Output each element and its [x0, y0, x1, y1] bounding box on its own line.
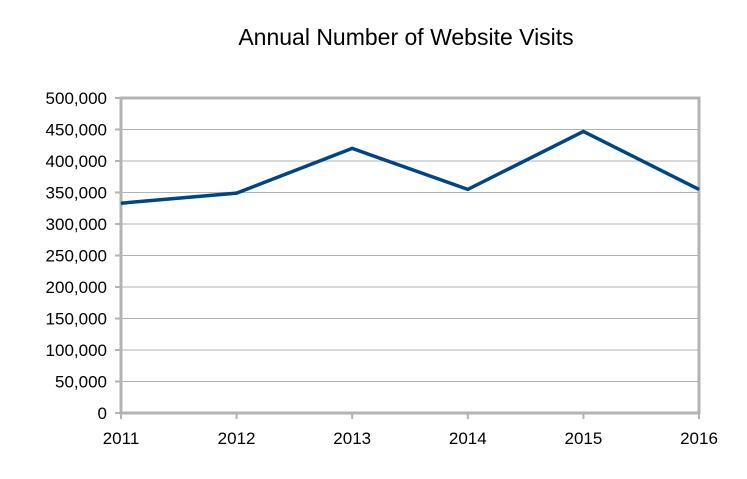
x-axis-ticks: 2011 2012 2013 2014 2015 2016: [103, 413, 718, 448]
x-tick-label: 2015: [564, 429, 602, 448]
y-tick-label: 450,000: [46, 121, 107, 140]
x-tick-label: 2016: [680, 429, 718, 448]
y-tick-label: 400,000: [46, 152, 107, 171]
x-tick-label: 2012: [218, 429, 256, 448]
data-point: [351, 147, 353, 149]
data-point: [698, 188, 700, 190]
x-tick-label: 2014: [449, 429, 487, 448]
chart-title: Annual Number of Website Visits: [238, 24, 573, 50]
y-tick-label: 200,000: [46, 278, 107, 297]
y-tick-label: 250,000: [46, 247, 107, 266]
y-axis-ticks: 0 50,000 100,000 150,000 200,000 250,000 300,0…: [46, 89, 121, 423]
data-point: [120, 202, 122, 204]
series-line: [120, 129, 700, 205]
y-tick-label: 300,000: [46, 215, 107, 234]
y-tick-label: 150,000: [46, 310, 107, 329]
data-point: [582, 130, 584, 132]
series-group: [120, 129, 700, 205]
y-tick-label: 500,000: [46, 89, 107, 108]
y-tick-label: 350,000: [46, 184, 107, 203]
y-tick-label: 50,000: [55, 373, 107, 392]
x-tick-label: 2013: [333, 429, 371, 448]
data-point: [467, 188, 469, 190]
y-tick-label: 0: [98, 404, 107, 423]
data-point: [236, 192, 238, 194]
y-tick-label: 100,000: [46, 341, 107, 360]
gridlines: [121, 129, 699, 382]
x-tick-label: 2011: [103, 429, 140, 448]
